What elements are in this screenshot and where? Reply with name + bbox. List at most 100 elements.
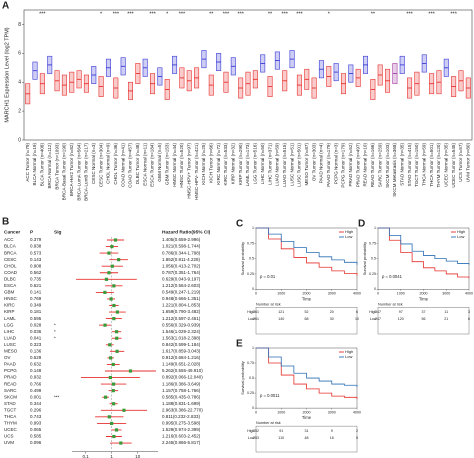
hazard-ratio	[112, 382, 116, 386]
cancer: BLCA	[4, 244, 16, 249]
hazard-ratio	[107, 271, 111, 275]
cancer: CESC	[4, 257, 17, 262]
survival-curve	[256, 347, 358, 400]
cancer: LIHC	[4, 329, 15, 334]
at-risk: 140	[278, 317, 284, 321]
x-axis-label: Time	[302, 415, 312, 420]
hazard-ratio	[103, 323, 107, 327]
at-risk: 16	[330, 436, 334, 440]
x-tick-label: THCA Tumor (n=501)	[429, 143, 434, 187]
hazard-ratio	[112, 434, 116, 439]
x-tick-label: PAAD Normal (n=4)	[319, 143, 324, 184]
x-tick-label: THYM Tumor (n=120)	[436, 143, 441, 188]
x-tick-label: BRCA-Her2 Tumor (n=82)	[69, 143, 74, 197]
hr-label: 1.617(0.859-3.043)	[162, 349, 201, 354]
panel-label: B	[2, 217, 9, 228]
p-value: 0.036	[30, 329, 42, 334]
hr-label: 0.629(0.043-9.197)	[162, 276, 201, 281]
x-axis-label: Time	[302, 296, 312, 301]
cancer: DLBC	[4, 276, 17, 281]
legend-label: High	[345, 229, 353, 234]
p-value: 0.573	[30, 250, 42, 255]
x-tick-label: 2000	[420, 292, 428, 296]
x-tick-label: BRCA-LumA Tumor (n=564)	[76, 143, 81, 201]
y-axis-label: Survival probability	[240, 361, 245, 395]
at-risk: 252	[253, 429, 259, 433]
hr-label: 1.212(0.597-2.461)	[162, 316, 201, 321]
legend-label: High	[457, 229, 465, 234]
legend-label: Low	[457, 234, 464, 239]
at-risk: 247	[375, 317, 381, 321]
y-tick-label: 1	[252, 226, 254, 230]
significance: ***	[39, 11, 46, 17]
x-tick-label: PRAD Normal (n=52)	[348, 143, 353, 187]
panel-label: C	[236, 219, 243, 230]
y-axis-label: MARCH1 Expression Level (log2 TPM)	[4, 27, 10, 122]
at-risk: 2	[356, 429, 358, 433]
hr-label: 1.563(1.018-2.398)	[162, 335, 201, 340]
p-value: 0.141	[30, 290, 42, 295]
hr-label: 0.811(0.232-2.833)	[162, 414, 200, 419]
hazard-ratio	[110, 244, 114, 249]
hazard-ratio	[108, 343, 112, 347]
y-tick-label: 1	[252, 346, 254, 350]
x-tick-label: KICH Tumor (n=66)	[208, 143, 213, 183]
y-tick-label: 4	[18, 80, 21, 86]
p-value: 0.743	[30, 414, 42, 419]
x-tick-label: 4000	[353, 292, 361, 296]
x-tick-label: BLCA Tumor (n=408)	[40, 143, 45, 187]
y-tick-label: 0	[374, 287, 376, 291]
cancer: UCEC	[4, 427, 18, 432]
at-risk: 6	[356, 310, 358, 314]
x-tick-label: COAD Tumor (n=457)	[128, 143, 133, 188]
hr-label: 2.963(0.386-22.770)	[162, 407, 203, 412]
hazard-ratio	[112, 303, 116, 308]
at-risk: 10	[355, 317, 359, 321]
hazard-ratio	[109, 356, 113, 360]
hazard-ratio	[115, 330, 119, 334]
risk-title: Number at risk	[256, 302, 281, 306]
cancer: HNSC	[4, 296, 18, 301]
p-value: 0.065	[30, 427, 42, 432]
x-tick-label: 4000	[465, 292, 473, 296]
hazard-ratio	[119, 441, 123, 445]
x-tick-label: PCPG Tumor (n=179)	[341, 143, 346, 188]
p-value: 0.001	[30, 394, 42, 399]
p-value: 0.379	[30, 237, 42, 242]
hazard-ratio	[108, 375, 112, 380]
y-axis-label: Survival probability	[240, 242, 245, 276]
cancer: UCS	[4, 434, 14, 439]
at-risk: 48	[305, 436, 309, 440]
hazard-ratio	[107, 415, 111, 419]
survival-curve	[256, 347, 358, 388]
hr-label: 1.529(0.974-2.399)	[162, 427, 201, 432]
at-risk: 30	[330, 317, 334, 321]
x-tick-label: 3000	[328, 411, 336, 415]
hazard-ratio	[104, 395, 108, 399]
cancer: KIRP	[4, 309, 15, 314]
hr-label: 1.212(0.564-2.603)	[162, 283, 201, 288]
at-risk: 52	[305, 310, 309, 314]
cancer: COAD	[4, 270, 18, 275]
hr-label: 2.245(0.866-5.817)	[162, 440, 201, 445]
x-tick-label: LUSC Tumor (n=501)	[297, 143, 302, 187]
cancer: STAD	[4, 401, 16, 406]
hr-label: 1.852(0.811-4.228)	[162, 257, 200, 262]
cancer: ESCA	[4, 283, 16, 288]
p-value: p = 0.0041	[382, 274, 403, 279]
hazard-ratio	[115, 336, 119, 340]
hazard-ratio	[112, 284, 116, 288]
p-value: 0.769	[30, 296, 42, 301]
hr-label: 1.186(0.386-3.649)	[162, 381, 201, 386]
hazard-ratio	[117, 258, 121, 262]
p-value: 0.143	[30, 257, 42, 262]
at-risk: 11	[444, 310, 448, 314]
p-value: 0.096	[30, 440, 42, 445]
cancer: PRAD	[4, 375, 17, 380]
x-tick-label: KIRC Tumor (n=533)	[223, 143, 228, 186]
hazard-ratio	[109, 297, 113, 301]
x-tick-label: LUAD Normal (n=59)	[275, 143, 280, 186]
x-tick-label: UCEC Normal (n=35)	[444, 143, 449, 187]
hr-label: 1.157(0.758-1.766)	[162, 388, 201, 393]
x-tick-label: LGG Tumor (n=516)	[253, 143, 258, 185]
